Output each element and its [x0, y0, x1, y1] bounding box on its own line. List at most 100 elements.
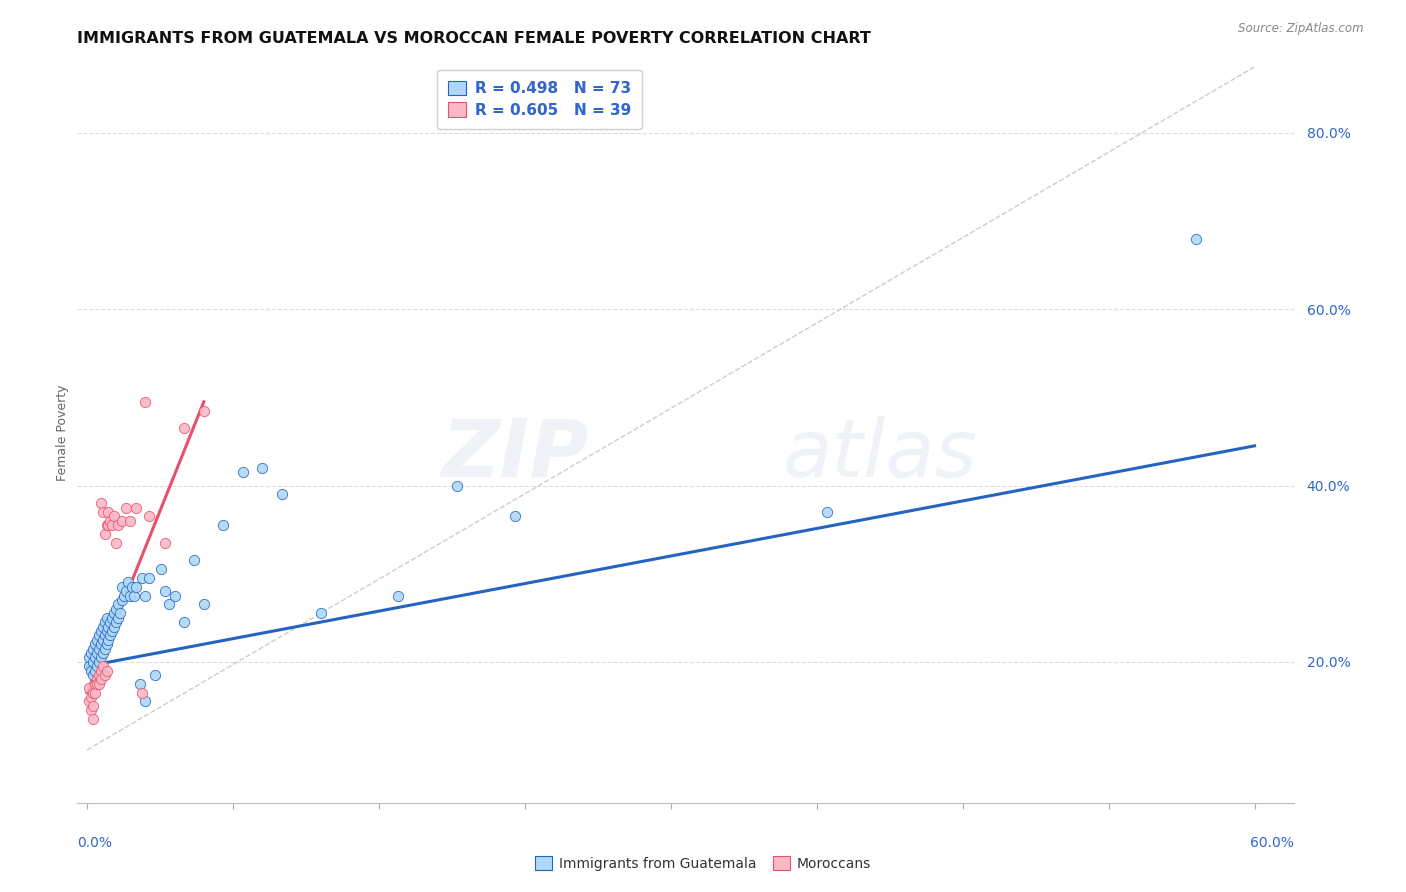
- Point: [86, 677, 108, 691]
- Point: [111, 593, 134, 607]
- Point: [91, 646, 114, 660]
- Point: [134, 589, 156, 603]
- Point: [90, 637, 112, 651]
- Point: [90, 650, 112, 665]
- Point: [122, 589, 145, 603]
- Point: [134, 394, 156, 409]
- Point: [101, 518, 124, 533]
- Point: [153, 584, 176, 599]
- Point: [103, 509, 125, 524]
- Point: [125, 500, 148, 515]
- Point: [503, 509, 526, 524]
- Point: [173, 615, 195, 629]
- Point: [100, 628, 122, 642]
- Point: [138, 571, 160, 585]
- Point: [107, 598, 129, 612]
- Point: [86, 659, 108, 673]
- Point: [82, 698, 104, 713]
- Point: [97, 632, 120, 647]
- Point: [250, 461, 273, 475]
- Point: [90, 496, 112, 510]
- Text: atlas: atlas: [783, 416, 977, 494]
- Point: [101, 611, 124, 625]
- Point: [82, 668, 104, 682]
- Point: [86, 632, 108, 647]
- Point: [87, 677, 110, 691]
- Point: [91, 619, 114, 633]
- Point: [1185, 232, 1208, 246]
- Point: [111, 514, 134, 528]
- Point: [97, 505, 120, 519]
- Point: [143, 668, 166, 682]
- Point: [93, 527, 115, 541]
- Point: [87, 641, 110, 656]
- Point: [128, 677, 150, 691]
- Legend: Immigrants from Guatemala, Moroccans: Immigrants from Guatemala, Moroccans: [530, 851, 876, 876]
- Point: [131, 685, 153, 699]
- Point: [270, 487, 292, 501]
- Text: ZIP: ZIP: [440, 416, 588, 494]
- Point: [93, 628, 115, 642]
- Text: 0.0%: 0.0%: [77, 836, 112, 850]
- Point: [87, 628, 110, 642]
- Text: 60.0%: 60.0%: [1250, 836, 1294, 850]
- Point: [77, 659, 100, 673]
- Point: [96, 624, 118, 638]
- Point: [108, 607, 131, 621]
- Point: [107, 611, 129, 625]
- Point: [118, 589, 141, 603]
- Point: [101, 624, 124, 638]
- Point: [134, 694, 156, 708]
- Point: [87, 668, 110, 682]
- Point: [96, 518, 118, 533]
- Point: [80, 703, 103, 717]
- Point: [83, 650, 105, 665]
- Point: [112, 589, 135, 603]
- Point: [86, 673, 108, 687]
- Point: [163, 589, 186, 603]
- Point: [387, 589, 409, 603]
- Point: [100, 615, 122, 629]
- Point: [153, 536, 176, 550]
- Point: [138, 509, 160, 524]
- Point: [157, 598, 180, 612]
- Point: [93, 615, 115, 629]
- Point: [96, 611, 118, 625]
- Point: [107, 518, 129, 533]
- Point: [90, 624, 112, 638]
- Point: [97, 518, 120, 533]
- Point: [150, 562, 173, 576]
- Point: [183, 553, 205, 567]
- Point: [90, 664, 112, 678]
- Point: [115, 584, 138, 599]
- Point: [193, 598, 215, 612]
- Point: [105, 602, 128, 616]
- Point: [173, 421, 195, 435]
- Point: [193, 403, 215, 417]
- Point: [91, 632, 114, 647]
- Point: [83, 637, 105, 651]
- Point: [82, 712, 104, 726]
- Point: [446, 478, 468, 492]
- Point: [232, 465, 254, 479]
- Point: [80, 646, 103, 660]
- Point: [83, 677, 105, 691]
- Point: [103, 619, 125, 633]
- Text: Source: ZipAtlas.com: Source: ZipAtlas.com: [1239, 22, 1364, 36]
- Point: [83, 685, 105, 699]
- Y-axis label: Female Poverty: Female Poverty: [56, 384, 69, 481]
- Point: [80, 690, 103, 704]
- Point: [103, 607, 125, 621]
- Point: [212, 518, 235, 533]
- Point: [83, 664, 105, 678]
- Point: [105, 536, 128, 550]
- Legend: R = 0.498   N = 73, R = 0.605   N = 39: R = 0.498 N = 73, R = 0.605 N = 39: [437, 70, 643, 128]
- Point: [93, 668, 115, 682]
- Point: [97, 619, 120, 633]
- Point: [87, 655, 110, 669]
- Point: [96, 637, 118, 651]
- Point: [80, 664, 103, 678]
- Point: [86, 646, 108, 660]
- Point: [82, 655, 104, 669]
- Point: [91, 659, 114, 673]
